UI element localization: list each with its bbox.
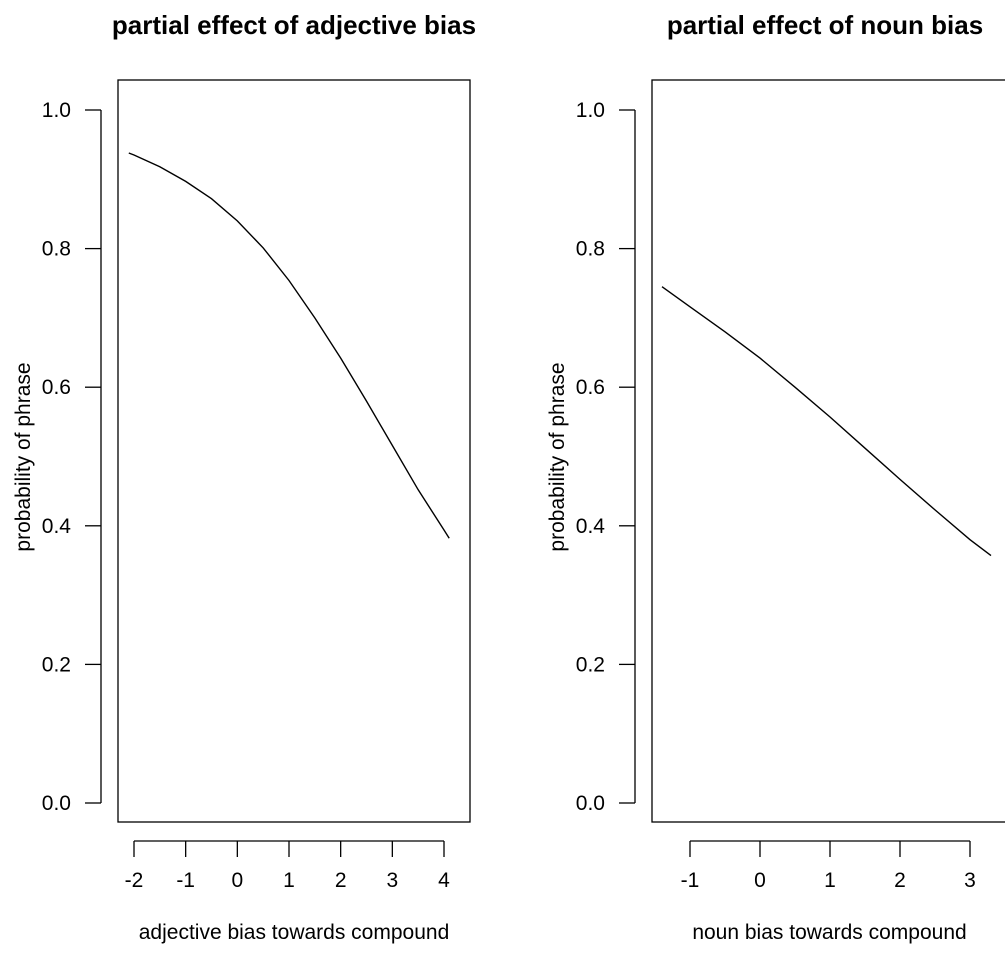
chart-panel-1: partial effect of adjective bias 0.0 0.2 0.… xyxy=(12,10,476,944)
x-tick-label: 3 xyxy=(386,869,398,892)
y-tick-label: 0.6 xyxy=(42,376,71,399)
y-tick-label: 0.2 xyxy=(576,653,605,676)
y-tick-label: 0.8 xyxy=(576,238,605,261)
x-tick-label: 1 xyxy=(283,869,295,892)
y-tick-label: 0.8 xyxy=(42,238,71,261)
x-tick-label: -1 xyxy=(176,869,195,892)
plot-frame xyxy=(651,79,1005,823)
x-tick-label: 2 xyxy=(894,869,906,892)
y-tick-label: 1.0 xyxy=(42,99,71,122)
series-line xyxy=(661,286,992,557)
x-axis-label: adjective bias towards compound xyxy=(139,921,450,944)
y-tick-label: 0.6 xyxy=(576,376,605,399)
y-axis-label: probability of phrase xyxy=(546,362,569,551)
x-tick-label: 0 xyxy=(231,869,243,892)
x-tick-label: 1 xyxy=(824,869,836,892)
y-tick-label: 1.0 xyxy=(576,99,605,122)
chart-panel-2: partial effect of noun bias 0.0 0.2 0.4 0.6 0… xyxy=(546,10,1005,944)
x-tick-label: -1 xyxy=(681,869,700,892)
y-tick-label: 0.0 xyxy=(576,792,605,815)
y-tick-label: 0.2 xyxy=(42,653,71,676)
x-axis-label: noun bias towards compound xyxy=(692,921,966,944)
y-tick-label: 0.4 xyxy=(42,515,72,538)
x-tick-label: -2 xyxy=(125,869,144,892)
plot-frame xyxy=(117,79,471,823)
x-tick-label: 2 xyxy=(335,869,347,892)
y-tick-label: 0.4 xyxy=(576,515,606,538)
series-line xyxy=(128,152,450,539)
y-tick-label: 0.0 xyxy=(42,792,71,815)
chart-title: partial effect of noun bias xyxy=(667,10,983,40)
x-tick-label: 4 xyxy=(438,869,450,892)
x-tick-label: 3 xyxy=(964,869,976,892)
y-axis-label: probability of phrase xyxy=(12,362,35,551)
chart-title: partial effect of adjective bias xyxy=(112,10,476,40)
x-tick-label: 0 xyxy=(754,869,766,892)
